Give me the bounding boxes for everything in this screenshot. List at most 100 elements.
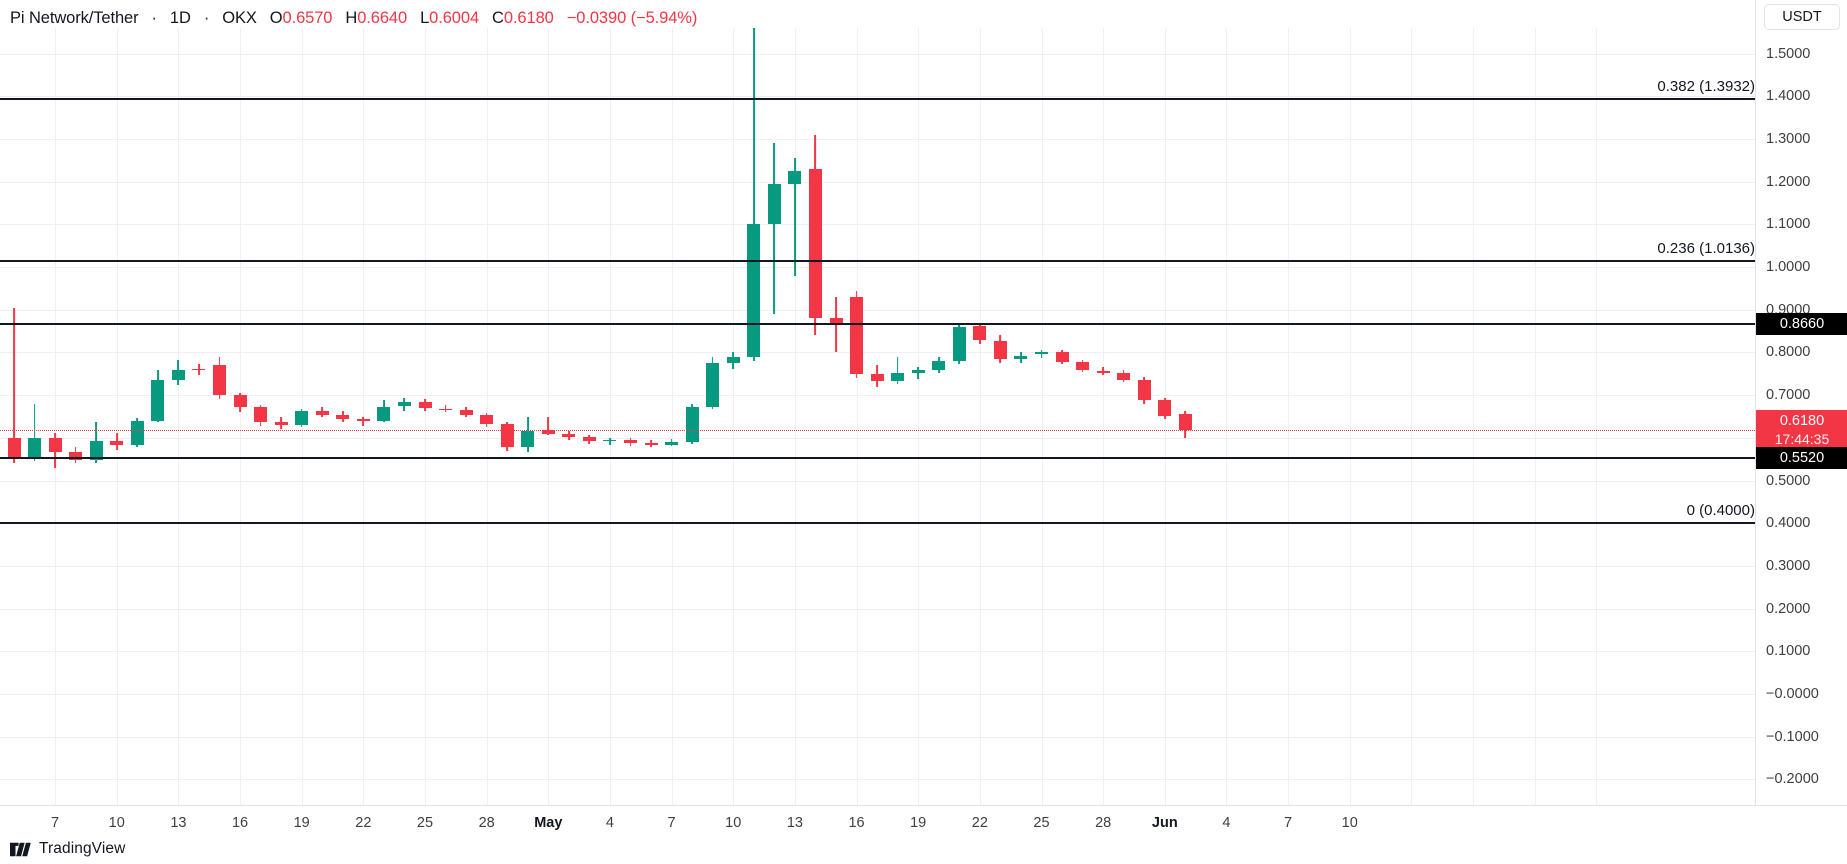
- candle-body: [870, 373, 884, 381]
- candlestick: [644, 28, 658, 805]
- grid-line-vertical: [1041, 28, 1043, 805]
- time-axis[interactable]: 7 10 13 16 19 22 25 28 May 4 7 10 13 16 19 22 25 28 Jun 4 7 1…: [0, 805, 1847, 838]
- candle-wick: [752, 28, 755, 361]
- price-axis[interactable]: USDT 1.5000 1.4000 1.3000 1.2000 1.1000 1.000…: [1755, 0, 1847, 805]
- candle-body: [213, 365, 226, 396]
- candle-body: [130, 420, 144, 445]
- level-line[interactable]: [0, 522, 1847, 525]
- candle-body: [808, 168, 822, 319]
- candle-body: [932, 361, 946, 370]
- candlestick: [295, 28, 309, 805]
- badge-price: 0.6180: [1779, 413, 1825, 430]
- badge-countdown: 17:44:35: [1774, 431, 1830, 448]
- candlestick: [541, 28, 555, 805]
- grid-line-vertical: [979, 28, 981, 805]
- candle-body: [480, 414, 494, 425]
- legend-interval[interactable]: 1D: [169, 8, 191, 27]
- time-axis-tick-label: 16: [231, 815, 249, 831]
- candle-body: [377, 407, 391, 421]
- candlestick: [726, 28, 740, 805]
- legend-high-key: H: [345, 8, 358, 27]
- candlestick: [254, 28, 268, 805]
- candlestick: [48, 28, 62, 805]
- candlestick: [932, 28, 946, 805]
- candle-body: [521, 431, 535, 448]
- candlestick: [521, 28, 535, 805]
- candle-body: [891, 372, 905, 381]
- candle-body: [767, 183, 781, 225]
- grid-line-vertical: [1226, 28, 1228, 805]
- candle-body: [562, 433, 576, 437]
- candle-body: [69, 452, 83, 461]
- grid-line-horizontal: [0, 395, 1755, 397]
- time-axis-tick-label: 16: [848, 815, 865, 831]
- candle-wick: [773, 143, 776, 315]
- candlestick: [706, 28, 720, 805]
- candle-body: [973, 325, 987, 341]
- price-axis-tick-label: 0.4000: [1766, 515, 1811, 532]
- candlestick: [829, 28, 843, 805]
- candle-body: [274, 422, 288, 426]
- level-line[interactable]: [0, 457, 1847, 459]
- grid-line-horizontal: [0, 309, 1755, 311]
- candlestick: [130, 28, 144, 805]
- candle-wick: [609, 437, 611, 445]
- grid-line-vertical: [1473, 28, 1475, 805]
- candlestick: [233, 28, 247, 805]
- candle-body: [1014, 355, 1028, 360]
- time-axis-tick-label: 10: [1341, 815, 1358, 831]
- grid-line-vertical: [55, 28, 57, 805]
- grid-line-horizontal: [0, 352, 1755, 354]
- level-line[interactable]: [0, 323, 1847, 325]
- candle-wick: [1102, 366, 1105, 375]
- tradingview-attribution[interactable]: TradingView: [10, 840, 125, 858]
- candlestick: [110, 28, 124, 805]
- candle-body: [850, 296, 864, 374]
- candlestick: [28, 28, 42, 805]
- candlestick: [788, 28, 802, 805]
- candlestick: [850, 28, 864, 805]
- candle-body: [1178, 413, 1192, 431]
- legend-high-value: 0.6640: [357, 8, 408, 27]
- candle-body: [1096, 371, 1110, 373]
- level-label: 0.382 (1.3932): [1657, 78, 1755, 96]
- candlestick: [1055, 28, 1069, 805]
- grid-line-horizontal: [0, 608, 1755, 610]
- candle-body: [1055, 352, 1069, 362]
- candle-body: [829, 318, 843, 323]
- level-line[interactable]: [0, 98, 1847, 101]
- candlestick: [1096, 28, 1110, 805]
- price-axis-tick-label: −0.1000: [1766, 728, 1819, 745]
- chart-plot-area[interactable]: [0, 28, 1755, 805]
- candle-body: [336, 414, 350, 420]
- candle-body: [726, 356, 740, 363]
- legend-open-key: O: [269, 8, 283, 27]
- grid-line-horizontal: [0, 779, 1755, 781]
- candle-body: [192, 368, 206, 371]
- candlestick: [500, 28, 514, 805]
- candlestick: [459, 28, 473, 805]
- level-price-badge: 0.5520: [1756, 447, 1847, 470]
- tradingview-brand-label: TradingView: [39, 840, 126, 857]
- legend-exchange[interactable]: OKX: [222, 8, 257, 27]
- price-axis-tick-label: 1.3000: [1766, 131, 1811, 147]
- legend-symbol[interactable]: Pi Network/Tether: [10, 8, 139, 27]
- candlestick: [1137, 28, 1151, 805]
- candlestick: [192, 28, 206, 805]
- candle-body: [110, 441, 124, 445]
- candle-body: [911, 369, 925, 373]
- level-line[interactable]: [0, 260, 1847, 263]
- candlestick: [336, 28, 350, 805]
- candlestick: [1158, 28, 1172, 805]
- chart-legend[interactable]: Pi Network/Tether · 1D · OKX O 0.6570 H 0.…: [10, 6, 697, 30]
- candle-body: [7, 437, 21, 457]
- candlestick: [356, 28, 370, 805]
- grid-line-vertical: [1411, 28, 1413, 805]
- time-axis-tick-label: 7: [1284, 815, 1293, 831]
- grid-line-vertical: [794, 28, 796, 805]
- candlestick: [562, 28, 576, 805]
- price-axis-unit-badge[interactable]: USDT: [1764, 4, 1840, 30]
- candlestick: [747, 28, 761, 805]
- grid-line-horizontal: [0, 651, 1755, 653]
